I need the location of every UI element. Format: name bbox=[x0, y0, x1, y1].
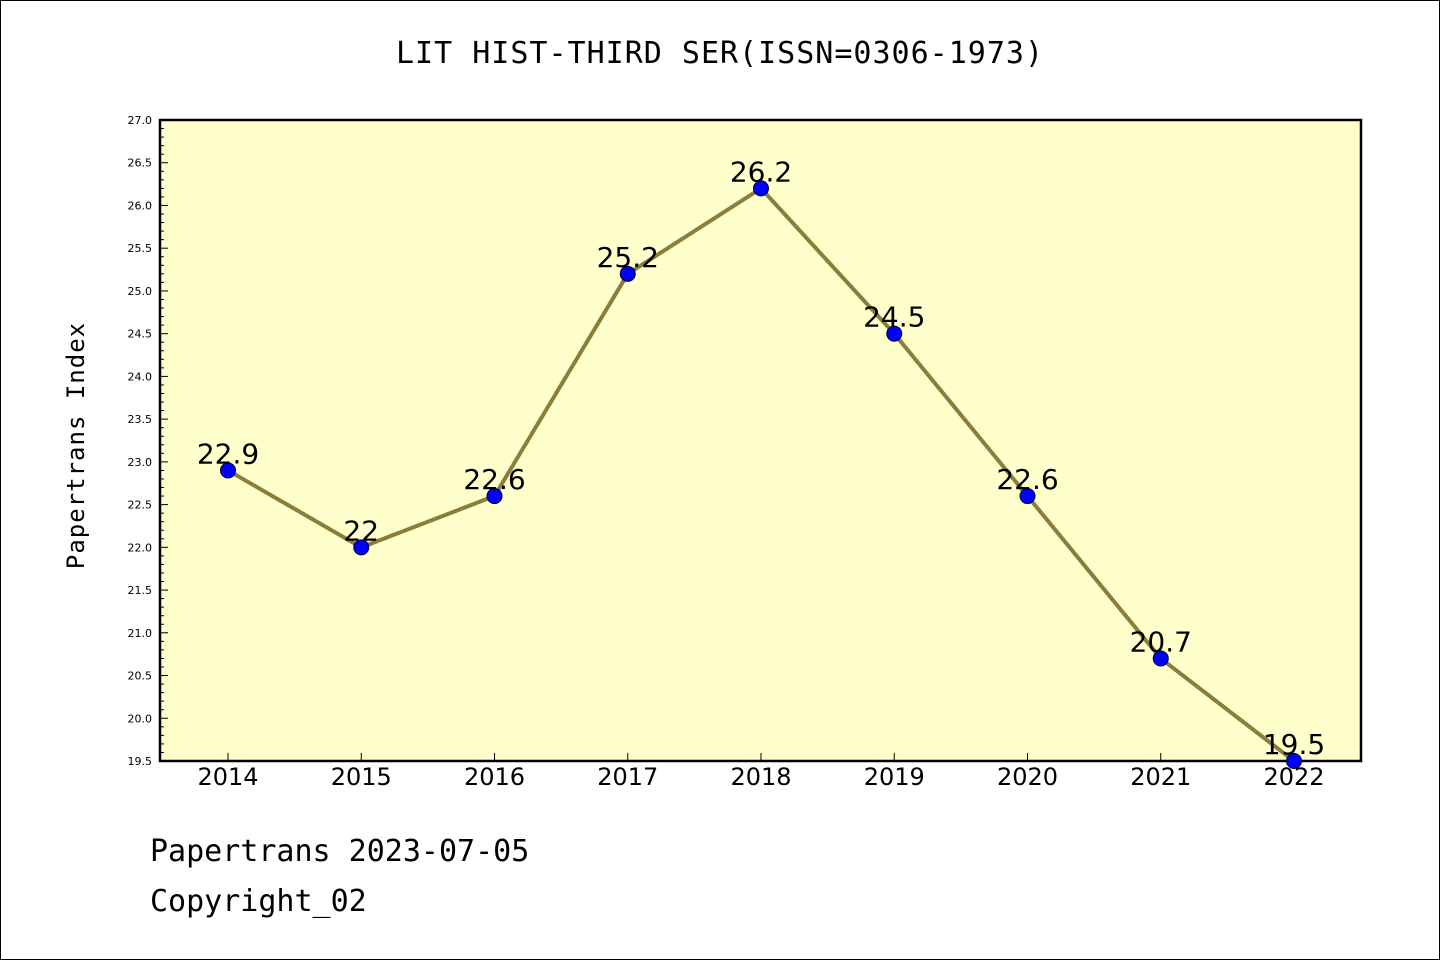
data-point bbox=[220, 462, 236, 479]
x-axis-ticks: 2014 2015 2016 2017 2018 2019 2020 2021 2022 bbox=[197, 753, 1325, 791]
data-point bbox=[486, 488, 503, 505]
y-tick-label: 24.5 bbox=[128, 328, 153, 341]
y-tick-label: 27.0 bbox=[128, 114, 153, 127]
y-tick-label: 20.5 bbox=[128, 670, 153, 683]
x-tick-label: 2017 bbox=[597, 763, 658, 791]
y-tick-label: 21.0 bbox=[128, 627, 153, 640]
y-axis-title: Papertrans Index bbox=[62, 322, 90, 569]
y-tick-label: 23.5 bbox=[128, 413, 153, 426]
footer-date: Papertrans 2023-07-05 bbox=[150, 834, 530, 869]
data-label: 22.9 bbox=[197, 437, 259, 470]
data-point bbox=[753, 180, 769, 197]
x-tick-label: 2020 bbox=[997, 763, 1058, 791]
data-point bbox=[353, 539, 370, 556]
data-point bbox=[1152, 650, 1169, 667]
x-tick-label: 2021 bbox=[1130, 763, 1191, 791]
y-tick-label: 22.5 bbox=[128, 499, 153, 512]
y-tick-label: 21.5 bbox=[128, 584, 153, 597]
data-label: 19.5 bbox=[1263, 728, 1325, 761]
x-tick-label: 2015 bbox=[331, 763, 392, 791]
x-tick-label: 2016 bbox=[464, 763, 525, 791]
data-label: 25.2 bbox=[597, 241, 659, 274]
data-point bbox=[1019, 488, 1036, 505]
x-tick-label: 2019 bbox=[864, 763, 925, 791]
y-tick-label: 26.5 bbox=[128, 157, 153, 170]
y-axis-ticks: 19.5 20.0 20.5 21.0 21.5 22.0 22.5 23.0 23.5 24.0… bbox=[128, 114, 168, 768]
y-tick-label: 26.0 bbox=[128, 199, 153, 212]
data-label: 20.7 bbox=[1130, 625, 1192, 658]
data-label: 22.6 bbox=[996, 463, 1058, 496]
data-label: 22 bbox=[343, 514, 379, 547]
data-point bbox=[886, 325, 903, 342]
data-point bbox=[619, 265, 636, 282]
x-tick-label: 2014 bbox=[197, 763, 258, 791]
data-point bbox=[1286, 753, 1302, 769]
data-label: 26.2 bbox=[730, 155, 792, 188]
y-tick-label: 20.0 bbox=[128, 712, 153, 725]
y-tick-label: 25.5 bbox=[128, 242, 153, 255]
chart-title: LIT HIST-THIRD SER(ISSN=0306-1973) bbox=[395, 36, 1045, 71]
y-tick-label: 25.0 bbox=[128, 285, 153, 298]
y-tick-label: 24.0 bbox=[128, 370, 153, 383]
y-tick-label: 23.0 bbox=[128, 456, 153, 469]
x-tick-label: 2018 bbox=[730, 763, 791, 791]
data-label: 24.5 bbox=[863, 301, 925, 334]
data-labels: 22.9 22 22.6 25.2 26.2 24.5 22.6 20.7 19.5 bbox=[197, 155, 1325, 761]
series-group bbox=[220, 180, 1302, 769]
y-tick-label: 22.0 bbox=[128, 541, 153, 554]
plot-area bbox=[158, 118, 1363, 763]
y-tick-label: 19.5 bbox=[128, 755, 153, 768]
data-label: 22.6 bbox=[463, 463, 525, 496]
footer-copyright: Copyright_02 bbox=[150, 884, 367, 919]
